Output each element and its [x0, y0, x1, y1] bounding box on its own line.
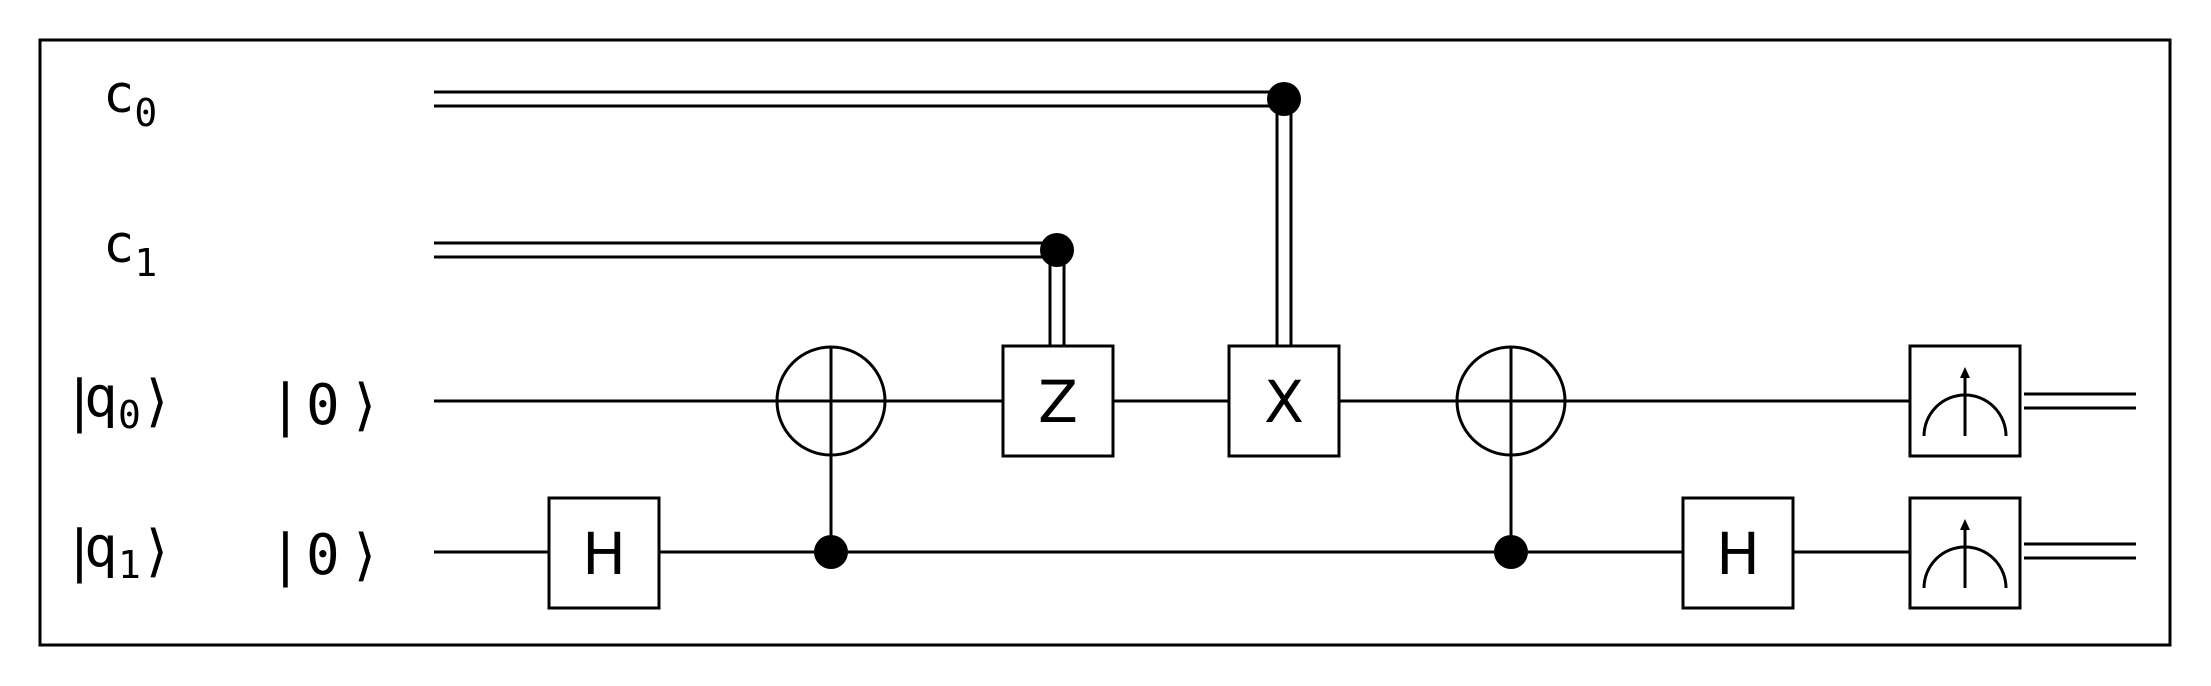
svg-text:1: 1	[118, 543, 141, 587]
wire-labels: c0 c1 | q 0 ⟩ | q 1 ⟩ | 0 ⟩ | 0 ⟩	[70, 65, 376, 588]
quantum-wire-label-q1: | q 1 ⟩	[70, 515, 168, 587]
h-gate-2: H	[1681, 496, 1795, 610]
quantum-wires	[434, 399, 1910, 554]
z-gate: Z	[1001, 344, 1115, 458]
svg-text:⟩: ⟩	[146, 519, 168, 584]
classical-wires	[434, 90, 2136, 560]
classical-control-dot-c0	[1267, 82, 1301, 116]
initial-state-q1: | 0 ⟩	[276, 523, 376, 588]
svg-text:X: X	[1264, 368, 1304, 436]
cnot-2-control-dot	[1494, 535, 1528, 569]
svg-text:Z: Z	[1038, 368, 1078, 436]
svg-text:⟩: ⟩	[354, 373, 376, 438]
measurement-q0	[1908, 344, 2022, 458]
svg-text:0: 0	[306, 373, 340, 438]
svg-text:H: H	[1716, 520, 1760, 588]
svg-text:0: 0	[306, 523, 340, 588]
svg-text:|: |	[276, 523, 295, 588]
svg-text:|: |	[70, 519, 89, 584]
cnot-gate-2	[1455, 345, 1567, 552]
svg-text:H: H	[582, 520, 626, 588]
classical-control-dot-c1	[1040, 233, 1074, 267]
cnot-gate-1	[775, 345, 887, 552]
h-gate-1: H	[547, 496, 661, 610]
x-gate: X	[1227, 344, 1341, 458]
svg-text:0: 0	[118, 393, 141, 437]
svg-text:⟩: ⟩	[146, 369, 168, 434]
svg-text:|: |	[70, 369, 89, 434]
classical-wire-label-c0: c0	[103, 65, 157, 135]
diagram-frame	[38, 38, 2172, 647]
gate-boxes: H Z X H	[547, 344, 1795, 610]
initial-state-q0: | 0 ⟩	[276, 373, 376, 438]
quantum-wire-label-q0: | q 0 ⟩	[70, 365, 168, 437]
svg-text:q: q	[84, 365, 118, 430]
svg-text:⟩: ⟩	[354, 523, 376, 588]
svg-text:|: |	[276, 373, 295, 438]
measurement-q1	[1908, 496, 2022, 610]
svg-text:q: q	[84, 515, 118, 580]
cnot-1-control-dot	[814, 535, 848, 569]
classical-wire-label-c1: c1	[103, 215, 157, 285]
